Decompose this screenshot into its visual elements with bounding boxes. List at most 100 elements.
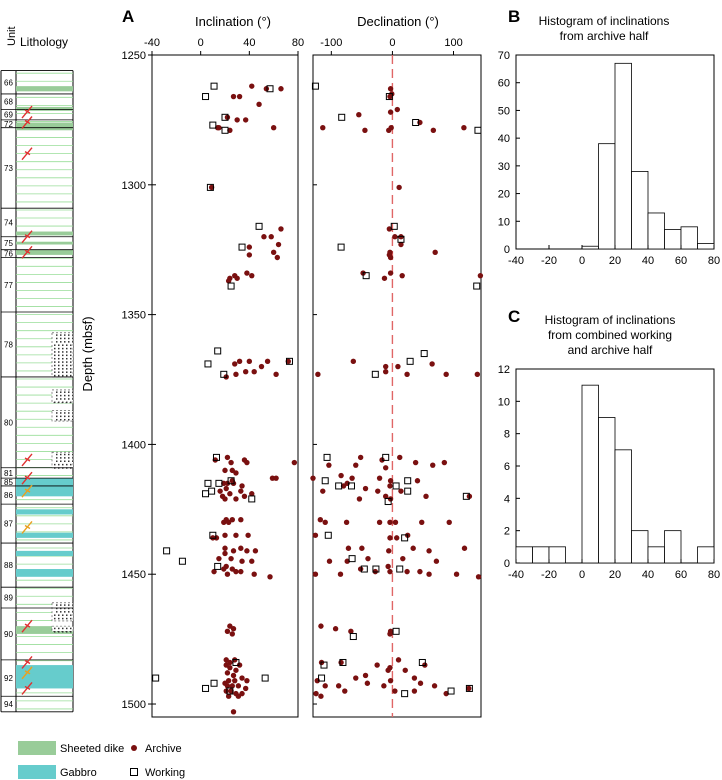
inclination-archive-point: [246, 252, 253, 258]
diabase-speckle: [72, 394, 74, 397]
diabase-speckle: [54, 631, 56, 633]
declination-archive-point: [318, 623, 324, 629]
inclination-y-tick-label: 1350: [122, 310, 146, 322]
inclination-archive-point: [278, 86, 284, 92]
diabase-speckle: [60, 418, 62, 421]
unit-header: Unit: [6, 26, 18, 46]
inclination-archive-point: [251, 571, 257, 577]
inclination-archive-point: [267, 574, 273, 580]
unit-label-81: 81: [4, 469, 13, 478]
declination-archive-point: [335, 683, 342, 689]
diabase-speckle: [72, 457, 74, 459]
diabase-speckle: [58, 364, 60, 367]
hist-b-x-tick-label: 0: [579, 255, 585, 267]
diabase-speckle: [70, 361, 72, 363]
declination-archive-point: [399, 272, 405, 279]
declination-archive-point: [362, 485, 369, 492]
declination-archive-point: [344, 558, 350, 564]
declination-working-point: [349, 633, 357, 641]
declination-archive-point: [417, 119, 423, 126]
diabase-speckle: [60, 415, 62, 418]
declination-working-point: [323, 453, 331, 461]
diabase-speckle: [60, 394, 62, 397]
hist-b-bar: [614, 62, 632, 250]
diabase-speckle: [58, 371, 60, 373]
hist-c-bar: [664, 530, 682, 564]
inclination-archive-point: [233, 470, 239, 476]
hist-b-bar: [697, 243, 715, 250]
inclination-working-point: [209, 531, 217, 539]
diabase-speckle: [62, 347, 64, 350]
diabase-speckle: [56, 604, 58, 606]
diabase-speckle: [56, 460, 58, 463]
hist-c-x-tick-label: 80: [708, 569, 720, 581]
unit-label-92: 92: [4, 674, 13, 683]
hist-b-y-tick-label: 60: [498, 78, 510, 90]
unit-label-80: 80: [4, 418, 13, 427]
declination-archive-point: [443, 371, 449, 378]
declination-working-point: [401, 534, 409, 542]
diabase-speckle: [54, 627, 56, 630]
inclination-archive-point: [233, 496, 239, 502]
unit-label-87: 87: [4, 520, 13, 529]
inclination-archive-point: [236, 358, 243, 365]
declination-archive-point: [453, 571, 460, 577]
unit-label-74: 74: [4, 218, 13, 227]
structure-dip-mark: [21, 484, 33, 498]
declination-working-point: [473, 282, 481, 290]
inclination-archive-point: [249, 83, 255, 89]
declination-archive-point: [387, 254, 394, 261]
inclination-axis-title: Inclination (°): [195, 14, 271, 29]
diabase-speckle: [54, 401, 56, 404]
diabase-speckle: [64, 457, 66, 459]
declination-archive-point: [410, 545, 416, 551]
inclination-archive-point: [213, 535, 220, 541]
declination-archive-point: [381, 275, 388, 281]
structure-dip-mark: [21, 471, 33, 485]
declination-working-point: [396, 565, 404, 573]
inclination-working-point: [163, 547, 171, 555]
diabase-speckle: [66, 357, 68, 360]
diabase-speckle: [58, 361, 60, 363]
diabase-speckle: [68, 415, 70, 418]
diabase-speckle: [54, 617, 56, 620]
declination-archive-point: [400, 555, 406, 562]
inclination-working-point: [227, 477, 235, 485]
diabase-speckle: [72, 460, 74, 463]
unit-label-77: 77: [4, 281, 13, 290]
inclination-archive-point: [242, 685, 249, 692]
diabase-speckle: [64, 418, 66, 421]
diabase-speckle: [66, 374, 68, 377]
declination-frame: [312, 54, 482, 718]
inclination-working-point: [178, 557, 186, 565]
inclination-archive-point: [235, 693, 242, 699]
legend-marker-archive: [131, 745, 137, 751]
declination-working-point: [447, 687, 455, 695]
declination-archive-point: [343, 519, 350, 525]
hist-b-bar: [598, 143, 616, 250]
inclination-archive-point: [291, 459, 298, 466]
inclination-archive-point: [270, 249, 277, 256]
diabase-speckle: [60, 607, 62, 610]
sheeted-dike-band: [16, 241, 73, 245]
inclination-archive-point: [221, 566, 227, 572]
inclination-archive-point: [239, 483, 245, 489]
declination-working-point: [360, 565, 368, 573]
inclination-frame: [151, 54, 299, 718]
diabase-speckle: [68, 394, 70, 397]
declination-archive-point: [318, 693, 324, 699]
declination-archive-point: [337, 571, 344, 577]
inclination-archive-point: [234, 275, 240, 281]
declination-archive-point: [433, 558, 440, 564]
hist-b-y-tick-label: 40: [498, 133, 510, 145]
declination-archive-point: [385, 563, 391, 570]
declination-archive-point: [312, 571, 319, 577]
inclination-working-point: [206, 183, 214, 191]
declination-working-point: [311, 82, 319, 90]
inclination-working-point: [215, 479, 223, 487]
panel-letter-c: C: [508, 307, 520, 326]
hist-b-y-tick-label: 30: [498, 161, 510, 173]
inclination-archive-point: [225, 278, 232, 284]
titleC-line: Histogram of inclinations: [545, 313, 676, 327]
inclination-archive-point: [221, 519, 227, 525]
